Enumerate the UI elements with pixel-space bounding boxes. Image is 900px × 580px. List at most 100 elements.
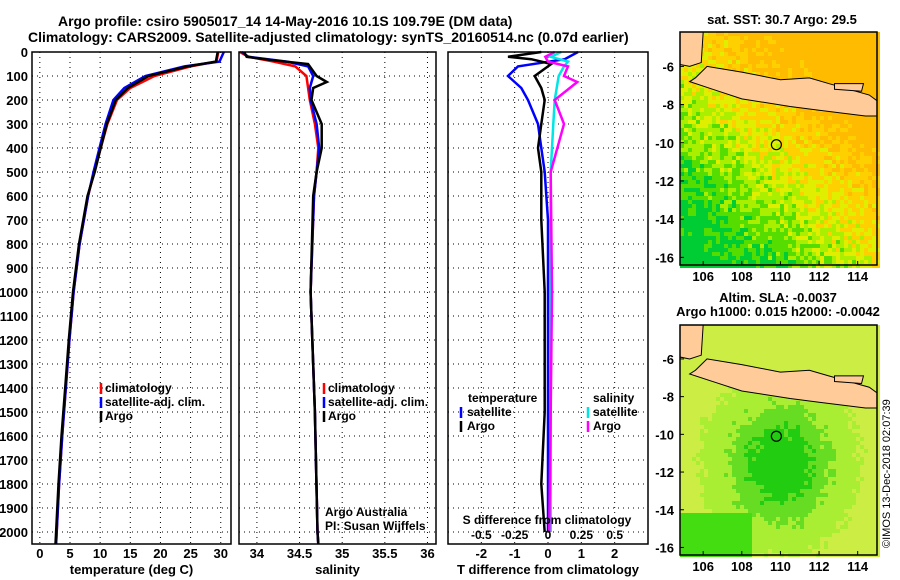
map-pixel: [816, 341, 820, 345]
map-pixel: [748, 116, 752, 120]
map-pixel: [768, 220, 772, 224]
map-pixel: [728, 104, 732, 108]
map-pixel: [876, 429, 880, 433]
map-pixel: [716, 345, 720, 349]
map-pixel: [820, 72, 824, 76]
map-pixel: [712, 357, 716, 361]
map-pixel: [688, 457, 692, 461]
map-pixel: [768, 429, 772, 433]
map-pixel: [808, 72, 812, 76]
map-pixel: [796, 333, 800, 337]
map-pixel: [720, 208, 724, 212]
map-pixel: [748, 248, 752, 252]
map-pixel: [764, 152, 768, 156]
map-pixel: [788, 44, 792, 48]
map-pixel: [684, 385, 688, 389]
map-pixel: [752, 160, 756, 164]
map-pixel: [760, 136, 764, 140]
map-pixel: [848, 437, 852, 441]
map-pixel: [704, 425, 708, 429]
map-pixel: [872, 244, 876, 248]
map-pixel: [788, 108, 792, 112]
map-pixel: [740, 453, 744, 457]
map-pixel: [876, 240, 880, 244]
map-pixel: [868, 188, 872, 192]
map-pixel: [744, 104, 748, 108]
map-pixel: [828, 417, 832, 421]
map-pixel: [684, 244, 688, 248]
map-pixel: [724, 345, 728, 349]
map-pixel: [756, 212, 760, 216]
map-pixel: [840, 461, 844, 465]
map-pixel: [700, 228, 704, 232]
map-lat-tick: -16: [655, 250, 674, 265]
map-pixel: [744, 168, 748, 172]
map-pixel: [700, 140, 704, 144]
map-pixel: [704, 264, 708, 268]
map-pixel: [692, 421, 696, 425]
map-pixel: [868, 72, 872, 76]
map-pixel: [816, 192, 820, 196]
map-pixel: [812, 417, 816, 421]
map-pixel: [760, 433, 764, 437]
map-pixel: [752, 337, 756, 341]
map-pixel: [828, 349, 832, 353]
map-pixel: [812, 337, 816, 341]
map-pixel: [708, 445, 712, 449]
map-pixel: [820, 461, 824, 465]
map-pixel: [848, 64, 852, 68]
map-pixel: [828, 333, 832, 337]
map-pixel: [756, 240, 760, 244]
legend-label: climatology: [328, 381, 395, 395]
map-pixel: [820, 437, 824, 441]
map-pixel: [868, 76, 872, 80]
map-pixel: [840, 345, 844, 349]
map-pixel: [872, 208, 876, 212]
map-pixel: [720, 341, 724, 345]
map-pixel: [704, 124, 708, 128]
map-pixel: [700, 377, 704, 381]
map-pixel: [748, 188, 752, 192]
map-pixel: [704, 465, 708, 469]
map-pixel: [680, 244, 684, 248]
map-pixel: [872, 200, 876, 204]
map-pixel: [808, 136, 812, 140]
map-pixel: [688, 369, 692, 373]
map-pixel: [876, 469, 880, 473]
map-pixel: [820, 325, 824, 329]
map-pixel: [728, 393, 732, 397]
map-pixel: [740, 449, 744, 453]
map-pixel: [760, 437, 764, 441]
map-pixel: [712, 385, 716, 389]
map-pixel: [788, 40, 792, 44]
map-pixel: [680, 92, 684, 96]
map-pixel: [804, 108, 808, 112]
map-pixel: [712, 156, 716, 160]
map-pixel: [824, 132, 828, 136]
map-pixel: [856, 465, 860, 469]
map-pixel: [840, 200, 844, 204]
map-pixel: [704, 156, 708, 160]
map-pixel: [804, 341, 808, 345]
map-pixel: [856, 248, 860, 252]
map-pixel: [792, 32, 796, 36]
map-pixel: [772, 144, 776, 148]
map-pixel: [812, 369, 816, 373]
map-pixel: [816, 256, 820, 260]
map-pixel: [848, 76, 852, 80]
map-pixel: [780, 76, 784, 80]
map-pixel: [860, 132, 864, 136]
map-pixel: [720, 389, 724, 393]
map-pixel: [708, 144, 712, 148]
map-pixel: [788, 52, 792, 56]
map-pixel: [816, 461, 820, 465]
map-pixel: [804, 60, 808, 64]
map-pixel: [732, 389, 736, 393]
map-pixel: [744, 449, 748, 453]
map-pixel: [816, 68, 820, 72]
map-pixel: [760, 325, 764, 329]
map-pixel: [820, 164, 824, 168]
map-pixel: [788, 260, 792, 264]
map-pixel: [800, 40, 804, 44]
map-pixel: [836, 228, 840, 232]
